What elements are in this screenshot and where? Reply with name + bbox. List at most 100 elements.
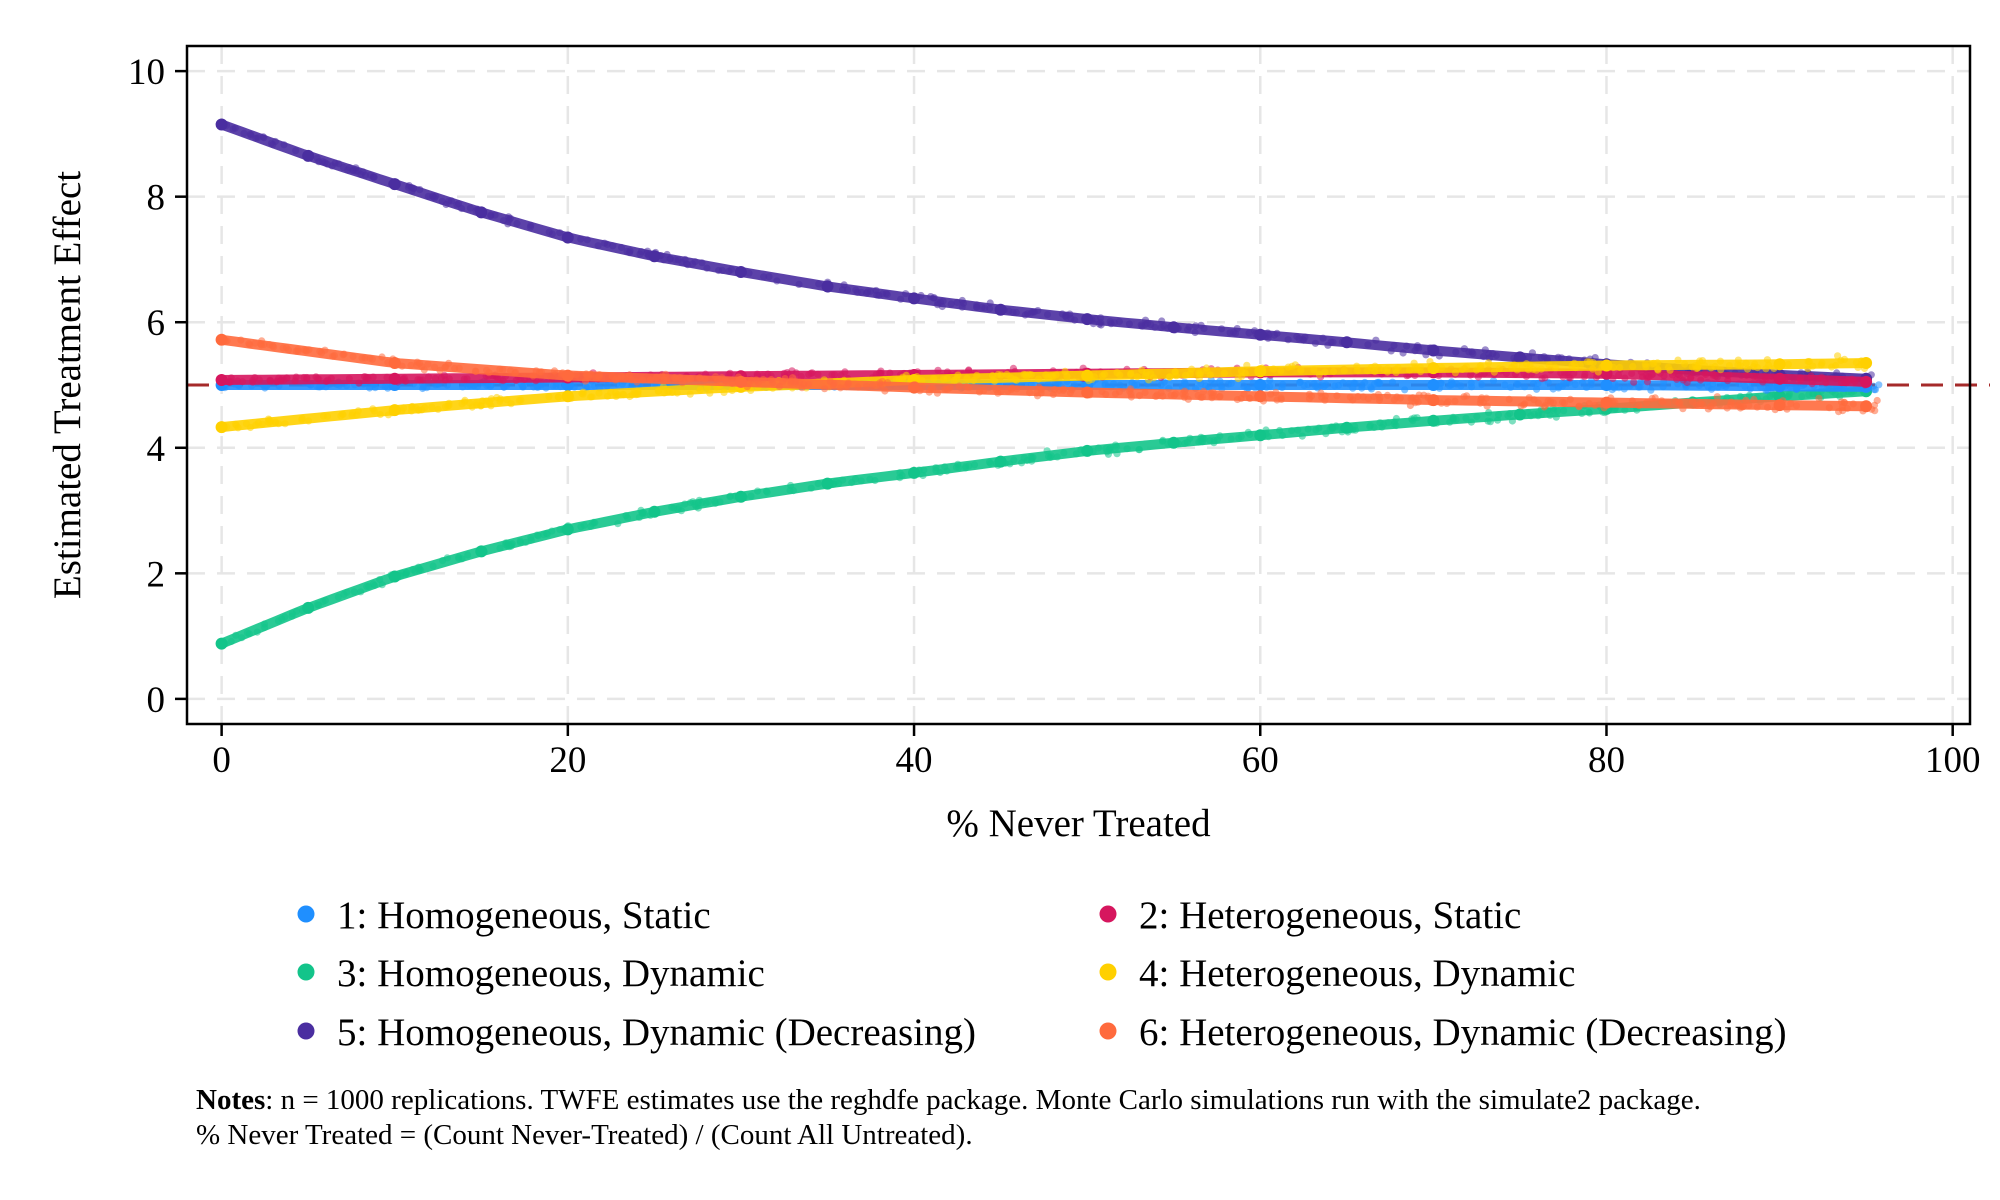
series-4-point bbox=[1254, 365, 1267, 378]
legend: 1: Homogeneous, Static 2: Heterogeneous, … bbox=[297, 894, 1787, 1054]
series-3 bbox=[215, 384, 1873, 650]
series-6-point bbox=[1860, 400, 1873, 413]
series-5-point bbox=[1427, 344, 1440, 357]
series-6-marker bbox=[1815, 394, 1823, 402]
series-5-point bbox=[1081, 313, 1094, 326]
series-3-point bbox=[302, 601, 315, 614]
series-6-point bbox=[1600, 396, 1613, 409]
series-2-marker bbox=[1630, 378, 1638, 386]
data-points bbox=[215, 118, 1883, 650]
series-1-band bbox=[216, 380, 1872, 392]
series-1-point bbox=[1427, 379, 1440, 391]
series-6-point bbox=[1773, 399, 1786, 412]
series-6-point bbox=[1427, 394, 1440, 407]
series-3-point bbox=[994, 455, 1007, 468]
series-3-point bbox=[561, 523, 574, 536]
series-5-point bbox=[1167, 321, 1180, 334]
legend-marker-6 bbox=[1099, 1022, 1117, 1040]
series-2-point bbox=[388, 372, 401, 385]
legend-item-4: 4: Heterogeneous, Dynamic bbox=[1099, 952, 1575, 995]
series-3-point bbox=[1081, 444, 1094, 457]
legend-marker-2 bbox=[1099, 905, 1117, 923]
notes-heading: Notes bbox=[196, 1084, 266, 1116]
figure-notes: Notes: n = 1000 replications. TWFE estim… bbox=[196, 1083, 1976, 1153]
legend-label-4: 4: Heterogeneous, Dynamic bbox=[1139, 952, 1575, 995]
series-5-point bbox=[648, 250, 661, 263]
notes-line-1: Notes: n = 1000 replications. TWFE estim… bbox=[196, 1083, 1976, 1118]
series-4-point bbox=[561, 390, 574, 403]
series-2-point bbox=[1860, 375, 1873, 388]
y-tick-label-0: 0 bbox=[147, 680, 166, 721]
legend-item-1: 1: Homogeneous, Static bbox=[297, 894, 711, 937]
series-3-point bbox=[475, 545, 488, 558]
series-5-point bbox=[302, 149, 315, 162]
y-axis: 0 2 4 6 8 10 bbox=[128, 52, 187, 721]
legend-label-3: 3: Homogeneous, Dynamic bbox=[337, 952, 765, 995]
legend-marker-4 bbox=[1099, 963, 1117, 981]
legend-label-1: 1: Homogeneous, Static bbox=[337, 894, 711, 937]
series-5 bbox=[215, 118, 1875, 385]
series-3-point bbox=[1427, 414, 1440, 427]
series-5-point bbox=[388, 178, 401, 191]
series-4-point bbox=[1860, 357, 1873, 369]
series-4-point bbox=[215, 421, 228, 434]
legend-item-2: 2: Heterogeneous, Static bbox=[1099, 894, 1521, 937]
series-2-point bbox=[215, 374, 228, 386]
x-tick-label-60: 60 bbox=[1242, 740, 1279, 781]
series-5-point bbox=[908, 292, 920, 305]
series-1-marker bbox=[1871, 386, 1879, 394]
y-tick-label-2: 2 bbox=[147, 554, 166, 595]
series-4-point bbox=[1773, 358, 1786, 371]
y-axis-title: Estimated Treatment Effect bbox=[46, 171, 89, 599]
series-5-point bbox=[1254, 328, 1267, 341]
series-5-point bbox=[821, 280, 834, 293]
series-6-point bbox=[1081, 386, 1094, 399]
series-3-point bbox=[1513, 408, 1526, 421]
legend-marker-1 bbox=[297, 905, 315, 923]
series-5-point bbox=[561, 231, 574, 244]
series-5-point bbox=[734, 266, 747, 278]
series-6-point bbox=[561, 369, 574, 382]
series-1-point bbox=[1254, 379, 1267, 391]
series-5-point bbox=[475, 206, 488, 219]
x-tick-label-80: 80 bbox=[1588, 740, 1625, 781]
series-5-point bbox=[215, 118, 228, 131]
y-tick-label-6: 6 bbox=[147, 303, 166, 344]
series-1-point bbox=[1600, 379, 1613, 391]
series-3-point bbox=[908, 466, 920, 479]
x-axis: 0 20 40 60 80 100 bbox=[212, 724, 1980, 781]
series-3-point bbox=[1340, 421, 1353, 434]
series-6-band bbox=[216, 334, 1872, 412]
series-3-point bbox=[648, 505, 661, 518]
series-6-point bbox=[908, 381, 920, 394]
series-2-point bbox=[1773, 372, 1786, 385]
series-3-point bbox=[1167, 436, 1180, 449]
series-6-marker bbox=[1871, 407, 1879, 415]
x-tick-label-40: 40 bbox=[896, 740, 933, 781]
notes-text-1: : n = 1000 replications. TWFE estimates … bbox=[265, 1084, 1701, 1116]
series-5-point bbox=[994, 303, 1007, 316]
series-3-point bbox=[1254, 429, 1267, 442]
x-tick-label-0: 0 bbox=[212, 740, 231, 781]
series-6-point bbox=[215, 333, 228, 346]
series-3-band bbox=[216, 386, 1872, 649]
series-5-band bbox=[216, 119, 1872, 384]
legend-label-2: 2: Heterogeneous, Static bbox=[1139, 894, 1521, 937]
x-tick-label-100: 100 bbox=[1925, 740, 1981, 781]
series-6-point bbox=[388, 357, 401, 369]
y-tick-label-4: 4 bbox=[147, 429, 166, 470]
series-4-point bbox=[1081, 369, 1094, 382]
series-3-point bbox=[734, 490, 747, 503]
legend-marker-5 bbox=[297, 1022, 315, 1040]
legend-label-6: 6: Heterogeneous, Dynamic (Decreasing) bbox=[1139, 1011, 1787, 1054]
series-4-point bbox=[1600, 359, 1613, 372]
legend-marker-3 bbox=[297, 963, 315, 981]
series-6-point bbox=[734, 375, 747, 388]
series-4 bbox=[215, 352, 1873, 434]
series-3-point bbox=[821, 477, 834, 490]
x-axis-title: % Never Treated bbox=[946, 802, 1211, 845]
series-6-marker bbox=[1713, 393, 1721, 401]
series-3-point bbox=[388, 570, 401, 583]
plot-area-frame bbox=[185, 44, 1972, 726]
